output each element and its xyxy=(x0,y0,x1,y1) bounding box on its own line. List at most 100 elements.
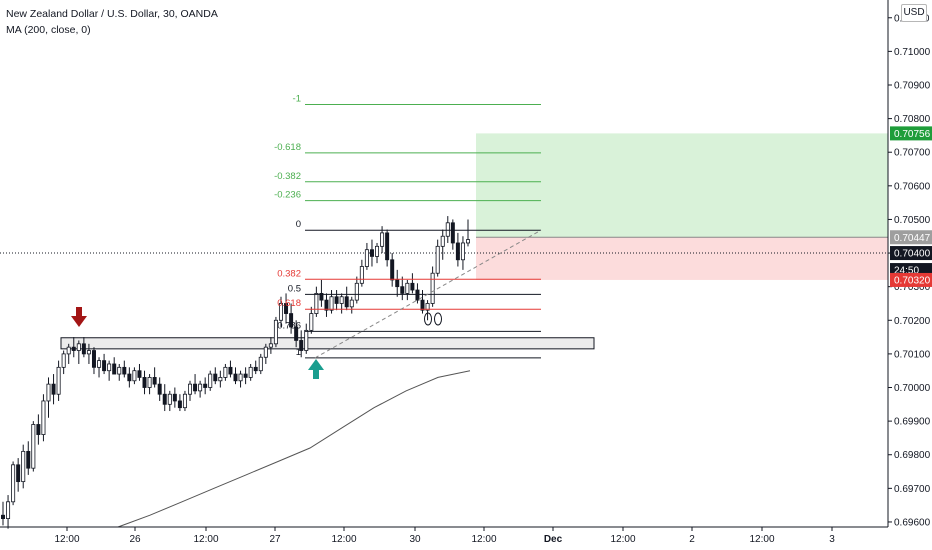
candle-body xyxy=(299,340,304,351)
candle-body xyxy=(284,303,289,314)
candle xyxy=(385,229,390,267)
candle-body xyxy=(294,326,299,341)
candle-body xyxy=(31,424,36,469)
candle-body xyxy=(243,373,248,378)
price-tick-label: 0.70000 xyxy=(894,383,931,394)
candle-body xyxy=(415,289,420,301)
time-tick-label: 12:00 xyxy=(193,534,218,545)
candle-body xyxy=(66,346,71,355)
candle-body xyxy=(263,346,268,358)
fib-trend-line[interactable] xyxy=(314,229,542,359)
candle-body xyxy=(455,242,460,261)
candle-body xyxy=(56,366,61,395)
candle xyxy=(127,367,132,388)
fib-level-label: -0.382 xyxy=(274,171,301,182)
ma-200-line xyxy=(117,370,471,528)
candle-body xyxy=(314,292,319,314)
candle xyxy=(41,394,46,442)
candle-body xyxy=(430,272,435,304)
candle-body xyxy=(41,400,46,435)
candle xyxy=(152,367,157,388)
candle xyxy=(51,374,56,405)
candle-body xyxy=(228,366,233,375)
price-tick-label: 0.70700 xyxy=(894,148,931,159)
price-tick-label: 0.69800 xyxy=(894,450,931,461)
candle-body xyxy=(289,313,294,328)
candle xyxy=(375,242,380,264)
candle-body xyxy=(369,249,374,257)
price-axis[interactable]: 0.711000.710000.709000.708000.707000.706… xyxy=(887,0,932,528)
candle xyxy=(102,353,107,375)
time-tick-label: 3 xyxy=(829,534,835,545)
down-arrow-head xyxy=(71,316,87,327)
time-tick-label: 12:00 xyxy=(471,534,496,545)
candle xyxy=(147,374,152,395)
candle xyxy=(117,363,122,381)
candle xyxy=(400,276,405,301)
candle xyxy=(243,367,248,385)
candle-body xyxy=(410,282,415,291)
target-zone[interactable] xyxy=(476,133,888,238)
time-tick-label: 27 xyxy=(269,534,281,545)
candle xyxy=(223,363,228,381)
candle-body xyxy=(208,373,213,388)
candle-body xyxy=(102,360,107,372)
candle-body xyxy=(238,373,243,382)
candle xyxy=(26,441,31,475)
circle-marker[interactable] xyxy=(424,312,432,326)
candle xyxy=(81,337,86,358)
candle xyxy=(289,303,294,334)
price-tick-label: 0.70300 xyxy=(894,282,931,293)
candle xyxy=(440,229,445,260)
candle xyxy=(132,367,137,385)
annotations[interactable] xyxy=(71,307,442,379)
candle xyxy=(284,293,289,324)
candle-body xyxy=(268,343,273,348)
candle-body xyxy=(248,366,253,378)
price-tick-label: 0.70900 xyxy=(894,80,931,91)
candle-body xyxy=(91,350,96,368)
candle xyxy=(450,219,455,250)
stop-zone[interactable] xyxy=(476,237,888,280)
time-axis[interactable]: 12:00 26 12:00 27 12:00 30 12:00 Dec 12:00 2 12:00… xyxy=(0,526,888,545)
down-arrow-icon[interactable] xyxy=(71,307,87,327)
candle xyxy=(157,377,162,401)
candle xyxy=(21,444,26,489)
candle-body xyxy=(172,393,177,402)
candle xyxy=(329,290,334,314)
candle-body xyxy=(349,299,354,308)
candle xyxy=(314,286,319,317)
candle xyxy=(344,286,349,311)
support-zone-box[interactable] xyxy=(60,337,595,350)
candle xyxy=(445,216,450,243)
candle xyxy=(137,363,142,381)
candle xyxy=(253,360,258,375)
candle-body xyxy=(0,514,6,519)
circle-marker[interactable] xyxy=(434,312,442,326)
candle-body xyxy=(122,366,127,375)
candle xyxy=(334,290,339,311)
trade-position-zones[interactable] xyxy=(476,133,888,280)
indicator-legend[interactable]: MA (200, close, 0) xyxy=(6,24,91,36)
candle-body xyxy=(188,383,193,395)
candle xyxy=(339,293,344,314)
up-arrow-icon[interactable] xyxy=(308,359,324,379)
candle xyxy=(177,394,182,412)
candle xyxy=(213,367,218,385)
candle-body xyxy=(51,383,56,395)
candle xyxy=(364,242,369,270)
candle xyxy=(61,350,66,375)
candle-body xyxy=(405,282,410,294)
currency-button[interactable]: USD xyxy=(901,4,927,22)
candle xyxy=(107,360,112,381)
candle-body xyxy=(329,296,334,311)
candle-body xyxy=(157,383,162,395)
candle-body xyxy=(273,319,278,345)
candle-body xyxy=(364,249,369,267)
candle-body xyxy=(203,383,208,388)
fibonacci-extension[interactable]: -1 -0.618 -0.382 -0.236 0 0.382 0.5 0.618 0.786 1 xyxy=(274,93,542,359)
price-tick-label: 0.70600 xyxy=(894,181,931,192)
candle xyxy=(188,380,193,401)
candle xyxy=(460,236,465,270)
